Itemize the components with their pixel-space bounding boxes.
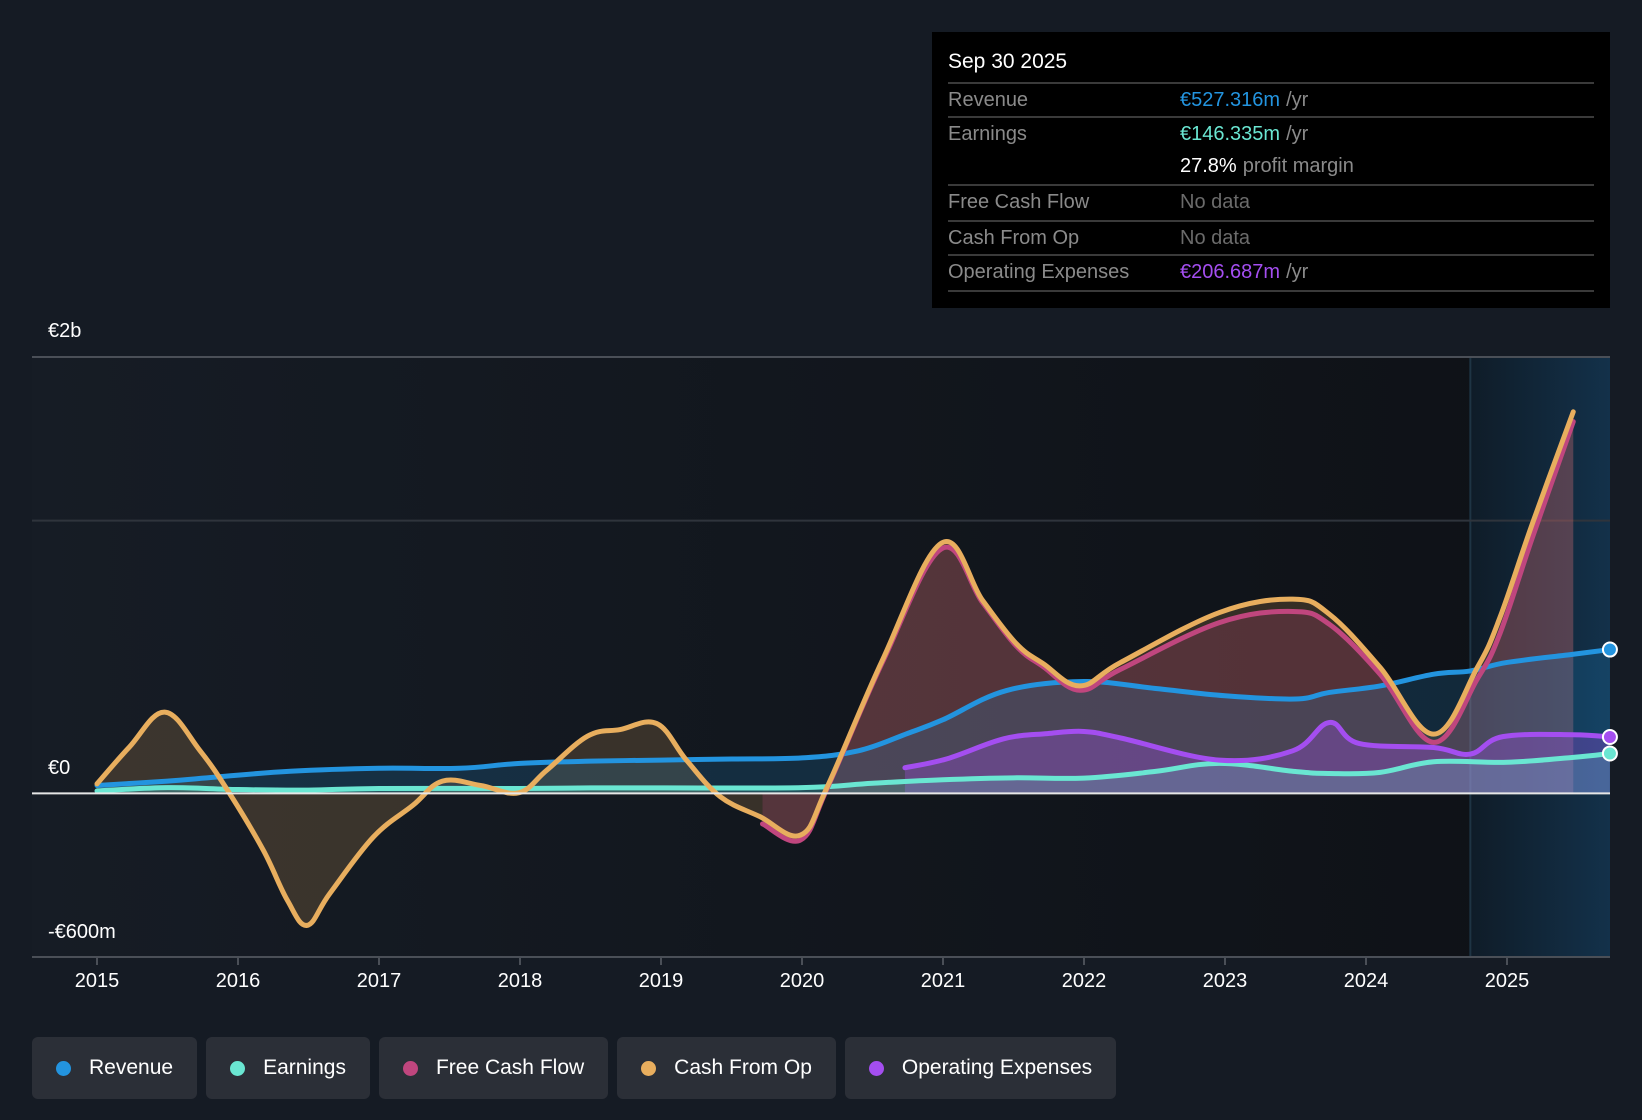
tooltip-value-amount: No data <box>1180 227 1251 249</box>
tooltip-value-unit: /yr <box>1286 89 1309 111</box>
x-tick-label: 2019 <box>638 970 684 992</box>
free-cash-flow-area <box>762 421 1574 842</box>
tooltip-value: €206.687m/yr <box>1180 261 1308 284</box>
tooltip-value: No data <box>1180 191 1250 214</box>
gridlines <box>32 356 1610 958</box>
legend-label: Revenue <box>89 1056 174 1079</box>
tooltip-label: Free Cash Flow <box>948 191 1090 213</box>
tooltip-date: Sep 30 2025 <box>948 50 1068 73</box>
tooltip-row-cfo: Cash From Op No data <box>948 220 1594 256</box>
profit-margin-value: 27.8% <box>1180 155 1237 177</box>
revenue-dot-icon <box>56 1060 71 1076</box>
x-tick-label: 2021 <box>920 970 966 992</box>
revenue-line <box>94 647 1613 788</box>
tooltip-label: Revenue <box>948 89 1029 111</box>
tooltip-value-amount: €527.316m <box>1180 89 1281 111</box>
tooltip-row-opex: Operating Expenses €206.687m/yr <box>948 254 1594 290</box>
tooltip-label: Cash From Op <box>948 227 1080 249</box>
cash-from-op-dot-icon <box>641 1060 657 1076</box>
end-markers <box>1601 641 1618 762</box>
tooltip-row-fcf: Free Cash Flow No data <box>948 184 1594 220</box>
series-areas <box>97 411 1610 926</box>
free-cash-flow-dot-icon <box>402 1060 418 1076</box>
operating-expenses-area <box>904 722 1610 794</box>
x-tick-label: 2022 <box>1061 970 1107 992</box>
series-lines <box>94 409 1613 928</box>
earnings-dot-icon <box>230 1060 246 1076</box>
y-tick-label-bottom: -€600m <box>48 921 116 943</box>
x-tick-label: 2015 <box>74 970 120 992</box>
y-tick-label-zero: €0 <box>48 757 71 779</box>
x-tick-label: 2024 <box>1343 970 1389 992</box>
legend-item-revenue[interactable]: Revenue <box>32 1037 198 1099</box>
earnings-line <box>94 750 1613 794</box>
tooltip-row-margin: 27.8% profit margin <box>948 150 1594 184</box>
cash-from-op-area <box>97 411 1574 926</box>
tooltip: Sep 30 2025 Revenue €527.316m/yr Earning… <box>932 32 1610 308</box>
legend-item-operating-expenses[interactable]: Operating Expenses <box>844 1037 1117 1099</box>
profit-margin-label: profit margin <box>1242 155 1354 177</box>
legend-item-cash-from-op[interactable]: Cash From Op <box>617 1037 836 1099</box>
revenue-end-marker <box>1601 641 1618 658</box>
tooltip-value-unit: /yr <box>1286 261 1309 283</box>
tooltip-value: 27.8% profit margin <box>1180 155 1354 178</box>
x-axis-ticks <box>96 957 1508 965</box>
tooltip-label: Earnings <box>948 123 1027 145</box>
legend-label: Operating Expenses <box>901 1056 1093 1079</box>
x-tick-label: 2018 <box>497 970 543 992</box>
cash-from-op-line <box>94 409 1576 928</box>
operating-expenses-end-marker <box>1601 728 1618 745</box>
x-tick-label: 2025 <box>1484 970 1530 992</box>
x-tick-label: 2017 <box>356 970 402 992</box>
tooltip-divider <box>948 290 1594 292</box>
operating-expenses-line <box>902 719 1613 771</box>
tooltip-value: No data <box>1180 227 1250 250</box>
tooltip-value: €527.316m/yr <box>1180 89 1308 112</box>
legend-item-earnings[interactable]: Earnings <box>206 1037 370 1099</box>
legend-item-free-cash-flow[interactable]: Free Cash Flow <box>378 1037 609 1099</box>
plot-background <box>32 357 1610 957</box>
legend-label: Free Cash Flow <box>435 1056 585 1079</box>
tooltip-value-unit: /yr <box>1286 123 1309 145</box>
tooltip-value-amount: €206.687m <box>1180 261 1281 283</box>
legend-label: Cash From Op <box>674 1056 812 1079</box>
x-tick-label: 2016 <box>215 970 261 992</box>
x-tick-label: 2023 <box>1202 970 1248 992</box>
tooltip-value-amount: €146.335m <box>1180 123 1281 145</box>
tooltip-label: Operating Expenses <box>948 261 1130 283</box>
tooltip-row-earnings: Earnings €146.335m/yr <box>948 116 1594 152</box>
tooltip-row-revenue: Revenue €527.316m/yr <box>948 82 1594 118</box>
operating-expenses-dot-icon <box>868 1060 884 1076</box>
earnings-end-marker <box>1601 745 1618 762</box>
tooltip-value: €146.335m/yr <box>1180 123 1308 146</box>
y-tick-label-top: €2b <box>48 320 82 342</box>
tooltip-value-amount: No data <box>1180 191 1251 213</box>
x-tick-label: 2020 <box>779 970 825 992</box>
revenue-area <box>97 649 1610 794</box>
legend: Revenue Earnings Free Cash Flow Cash Fro… <box>32 1037 1117 1099</box>
earnings-area <box>97 753 1610 794</box>
legend-label: Earnings <box>263 1056 346 1079</box>
